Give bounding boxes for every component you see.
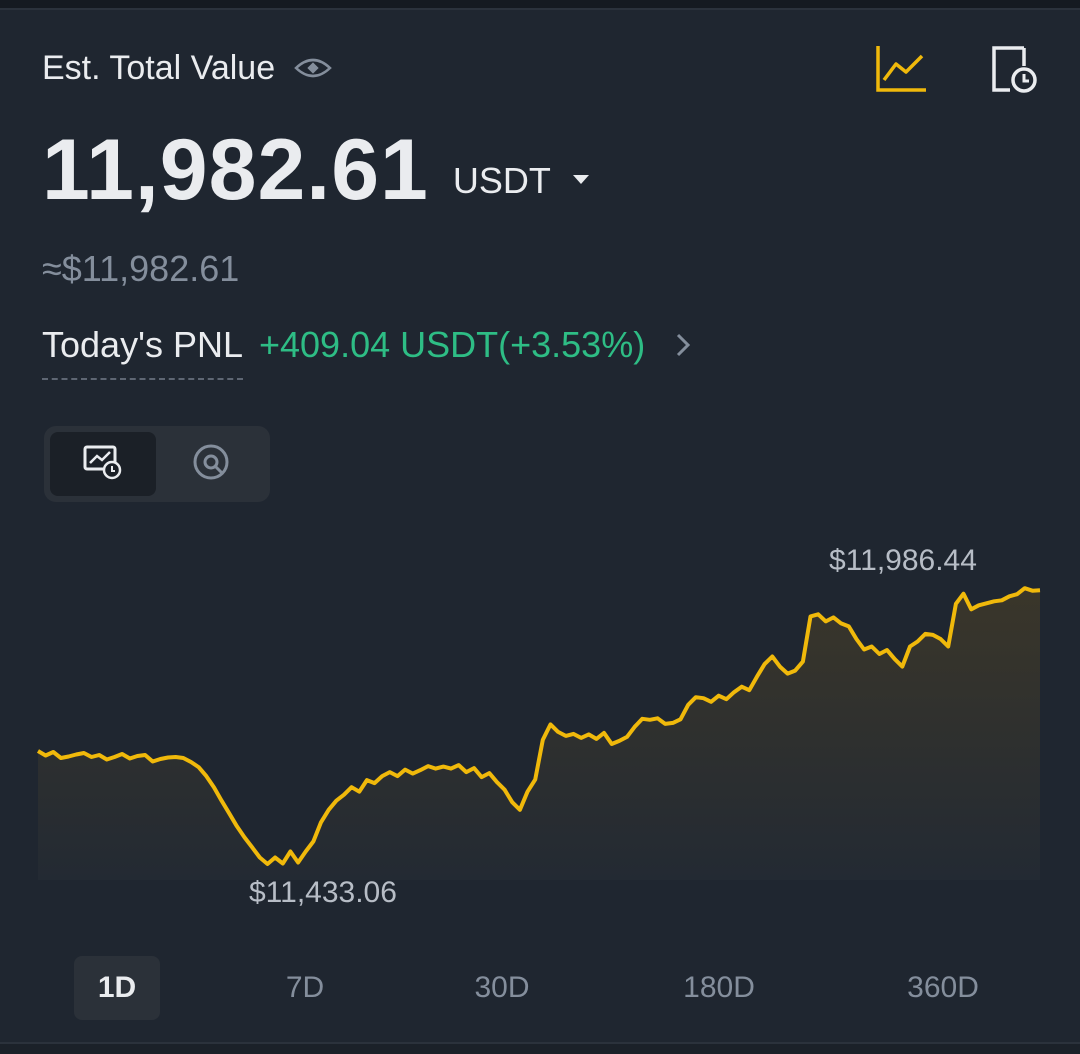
bottom-divider: [0, 1042, 1080, 1054]
balance-row: 11,982.61 USDT: [42, 122, 589, 218]
title-row: Est. Total Value: [42, 48, 333, 88]
period-7d[interactable]: 7D: [285, 971, 325, 1004]
total-value: 11,982.61: [42, 122, 429, 218]
chart-high-label: $11,986.44: [829, 544, 977, 577]
top-divider: [0, 0, 1080, 10]
balance-chart: [0, 540, 1080, 920]
page-title: Est. Total Value: [42, 48, 276, 87]
pie-chart-icon: [191, 442, 231, 487]
period-180d[interactable]: 180D: [683, 971, 755, 1004]
chart-low-label: $11,433.06: [249, 876, 397, 909]
pnl-value: +409.04 USDT(+3.53%): [258, 324, 646, 365]
document-clock-icon[interactable]: [986, 40, 1042, 96]
chart-series-line: [36, 586, 1041, 866]
view-toggle: [44, 426, 270, 502]
caret-down-icon[interactable]: [572, 175, 589, 184]
chart-clock-icon: [83, 444, 123, 485]
period-1d[interactable]: 1D: [74, 956, 160, 1020]
line-chart-icon[interactable]: [872, 40, 928, 96]
period-selector: 1D 7D 30D 180D 360D: [0, 956, 1080, 1020]
view-toggle-allocation[interactable]: [158, 432, 264, 496]
eye-icon[interactable]: [293, 48, 333, 88]
currency-selector[interactable]: USDT: [452, 160, 551, 201]
balance-chart-svg: [36, 586, 1041, 880]
view-toggle-trend[interactable]: [50, 432, 156, 496]
approx-usd-value: ≈$11,982.61: [42, 248, 240, 289]
period-360d[interactable]: 360D: [907, 971, 979, 1004]
pnl-row[interactable]: Today's PNL +409.04 USDT(+3.53%): [42, 324, 695, 380]
period-30d[interactable]: 30D: [474, 971, 530, 1004]
chart-area-fill: [38, 588, 1040, 880]
pnl-label[interactable]: Today's PNL: [42, 324, 243, 380]
chevron-right-icon[interactable]: [671, 330, 695, 360]
